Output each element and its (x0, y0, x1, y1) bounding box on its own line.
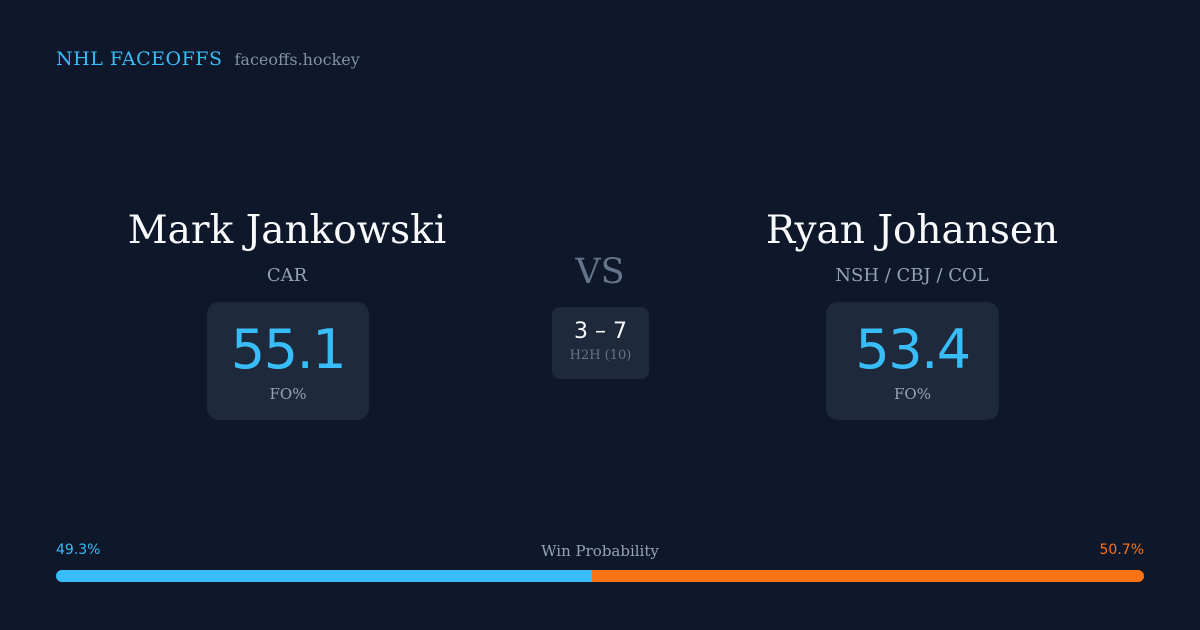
player-right-fo-label: FO% (894, 385, 931, 403)
player-left-fo-value: 55.1 (230, 318, 347, 381)
win-probability-bar (56, 570, 1144, 582)
win-probability-label: Win Probability (541, 542, 659, 560)
h2h-card: 3 – 7 H2H (10) (552, 307, 649, 379)
player-right-fo-value: 53.4 (855, 318, 971, 381)
player-left: Mark Jankowski CAR (87, 205, 487, 286)
win-probability-labels: 49.3% Win Probability 50.7% (56, 542, 1144, 564)
vs-label: VS (575, 252, 625, 292)
player-right-name: Ryan Johansen (765, 208, 1059, 253)
h2h-score: 3 – 7 (574, 319, 627, 344)
player-left-fo-label: FO% (269, 385, 307, 403)
player-left-fo-card: 55.1 FO% (207, 302, 369, 420)
win-probability-left-value: 49.3% (56, 542, 101, 558)
win-probability-right-value: 50.7% (1099, 542, 1144, 558)
player-right-team: NSH / CBJ / COL (835, 265, 989, 286)
win-probability-bar-right (592, 570, 1144, 582)
player-left-team: CAR (266, 265, 308, 286)
brand: NHL FACEOFFS faceoffs.hockey (56, 48, 360, 70)
player-left-name: Mark Jankowski (127, 208, 447, 253)
player-right: Ryan Johansen NSH / CBJ / COL (712, 205, 1112, 286)
player-right-fo-card: 53.4 FO% (826, 302, 999, 420)
win-probability-bar-left (56, 570, 593, 582)
h2h-label: H2H (10) (569, 348, 632, 363)
brand-name[interactable]: NHL FACEOFFS (56, 48, 223, 70)
brand-domain[interactable]: faceoffs.hockey (234, 50, 360, 69)
